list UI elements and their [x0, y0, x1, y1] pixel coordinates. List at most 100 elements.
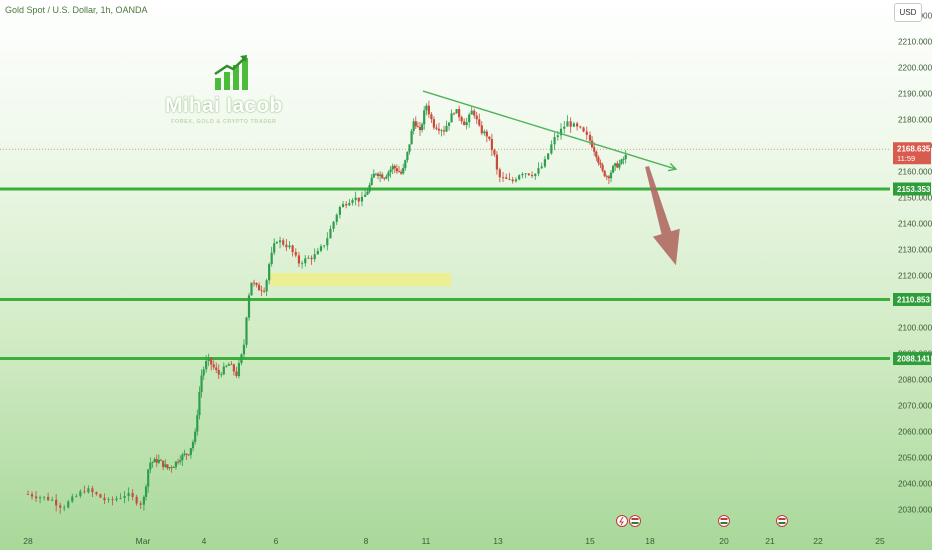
event-glyph [619, 516, 624, 526]
candle-body [67, 501, 70, 508]
candle-body [83, 491, 86, 493]
candle-body [319, 246, 323, 251]
x-tick-label: 4 [202, 536, 207, 546]
candle-body [174, 461, 178, 468]
candle-body [556, 135, 559, 138]
y-tick-label: 2130.000 [898, 246, 932, 255]
level-badge: 2153.353 [893, 182, 931, 196]
candle-body [465, 122, 468, 126]
growth-chart-icon [214, 55, 248, 90]
candle-body [304, 258, 307, 264]
candle-body [534, 173, 537, 177]
event-glyph [720, 520, 728, 522]
candle-body [316, 250, 319, 255]
candle-body [99, 494, 102, 498]
candle-body [400, 171, 403, 174]
candle-body [501, 177, 505, 179]
candle-body [537, 168, 540, 174]
candle-body [618, 163, 621, 168]
y-tick-label: 2210.000 [898, 38, 932, 47]
candle-body [475, 115, 478, 120]
candle-body [326, 238, 329, 246]
candle-body [282, 240, 285, 245]
x-tick-label: 8 [364, 536, 369, 546]
last-price-badge-bg [893, 142, 931, 165]
candle-body [245, 317, 248, 345]
x-tick-label: 20 [719, 536, 729, 546]
candle-body [212, 364, 215, 368]
candle-body [607, 176, 610, 179]
candle-body [354, 197, 357, 201]
candle-body [278, 240, 282, 243]
candle-body [225, 365, 228, 367]
y-tick-label: 2100.000 [898, 324, 932, 333]
candle-body [402, 168, 405, 174]
candle-body [34, 496, 38, 499]
candle-body [524, 173, 527, 175]
candle-body [345, 204, 348, 206]
candle-body [511, 179, 514, 182]
candle-body [579, 126, 582, 128]
candle-body [427, 105, 430, 115]
candle-body [139, 503, 142, 505]
candle-body [47, 496, 50, 501]
candle-body [131, 493, 134, 497]
candle-body [111, 499, 114, 501]
candle-body [71, 496, 74, 502]
candle-body [291, 245, 294, 253]
candle-body [393, 165, 396, 169]
candle-body [364, 194, 367, 197]
candle-body [351, 200, 354, 203]
candle-body [194, 431, 197, 442]
y-tick-label: 2160.000 [898, 168, 932, 177]
candle-body [591, 140, 594, 148]
candle-body [247, 295, 251, 318]
candle-body [381, 174, 384, 179]
candle-body [323, 245, 326, 247]
candle-body [255, 283, 258, 285]
candle-body [55, 499, 58, 506]
candle-body [391, 165, 394, 170]
candle-body [397, 171, 401, 173]
y-tick-label: 2140.000 [898, 220, 932, 229]
candle-body [338, 207, 341, 215]
candle-body [103, 497, 106, 501]
candle-body [179, 460, 182, 462]
candle-body [263, 290, 266, 292]
candle-body [447, 122, 451, 126]
candles [26, 100, 627, 514]
level-badge-bg [893, 182, 931, 196]
candle-body [540, 166, 543, 169]
candle-body [572, 123, 575, 127]
candle-body [242, 344, 246, 355]
level-badge: 2110.853 [893, 292, 931, 306]
candle-body [200, 375, 203, 393]
candle-body [91, 488, 94, 493]
candle-body [157, 459, 160, 463]
candle-body [473, 110, 476, 116]
y-tick-label: 2030.000 [898, 506, 932, 515]
candle-body [616, 163, 619, 168]
x-tick-label: 18 [645, 536, 655, 546]
candle-body [240, 354, 243, 364]
event-circle [616, 515, 628, 527]
candle-body [341, 204, 345, 208]
candle-body [144, 486, 148, 497]
candle-body [416, 126, 419, 128]
candle-body [605, 176, 608, 177]
candle-body [151, 462, 154, 463]
candle-body [455, 109, 458, 114]
y-tick-label: 2060.000 [898, 428, 932, 437]
candle-body [162, 460, 165, 467]
candle-body [252, 282, 256, 284]
candle-body [301, 263, 304, 265]
candle-body [187, 454, 190, 456]
candle-body [603, 170, 606, 177]
y-tick-label: 2040.000 [898, 480, 932, 489]
candle-body [576, 123, 579, 127]
level-badge: 2088.141 [893, 352, 931, 366]
currency-button[interactable]: USD [894, 3, 922, 22]
candle-body [609, 172, 613, 179]
